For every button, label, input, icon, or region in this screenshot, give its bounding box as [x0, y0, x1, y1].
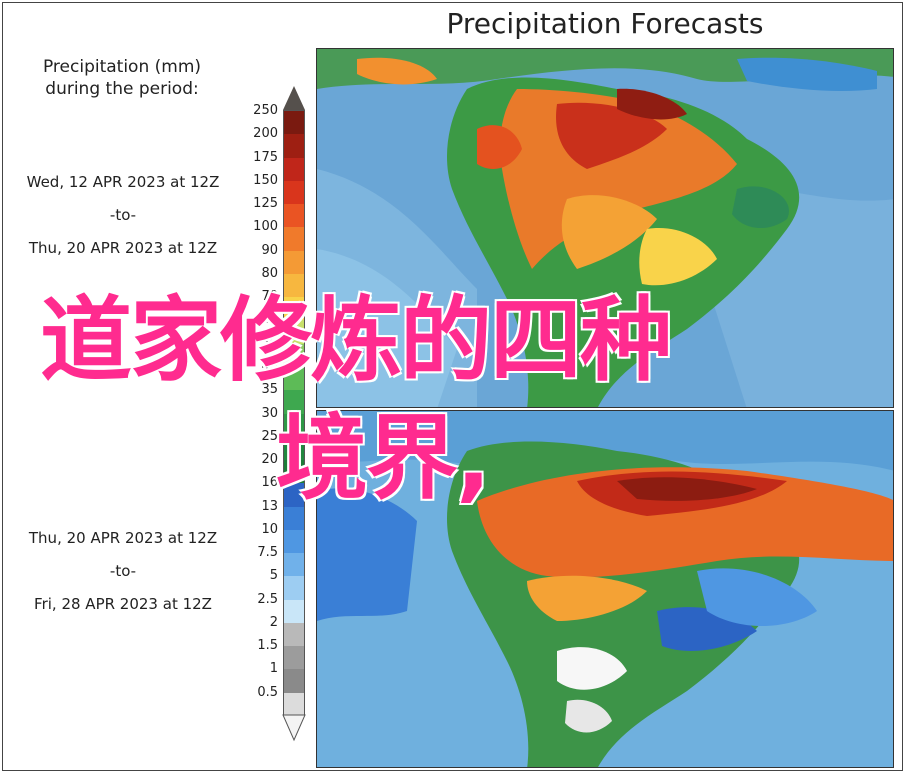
colorbar-band — [284, 250, 304, 275]
colorbar-band — [284, 692, 304, 717]
period-1-label: Wed, 12 APR 2023 at 12Z -to- Thu, 20 APR… — [4, 166, 242, 265]
colorbar-tick-label: 40 — [261, 358, 278, 374]
colorbar-band — [284, 669, 304, 694]
period-1-end: Thu, 20 APR 2023 at 12Z — [28, 239, 218, 257]
colorbar-band — [284, 483, 304, 508]
overlay-caption: 道家修炼的四种 境界, — [40, 282, 900, 518]
colorbar-band — [284, 343, 304, 368]
colorbar-tick-label: 175 — [253, 149, 278, 165]
colorbar-band — [284, 553, 304, 577]
colorbar-tick-label: 16 — [261, 475, 278, 491]
colorbar-tick-label: 7.5 — [257, 545, 278, 561]
colorbar-band — [284, 436, 304, 461]
colorbar-min-arrow — [282, 714, 306, 742]
colorbar-band — [284, 622, 304, 647]
colorbar-tick-label: 70 — [261, 289, 278, 305]
colorbar-tick-label: 125 — [253, 196, 278, 212]
colorbar-tick-label: 20 — [261, 452, 278, 468]
colorbar-band — [284, 320, 304, 345]
colorbar-band — [284, 227, 304, 252]
overlay-caption-line1: 道家修炼的四种 — [40, 287, 672, 394]
colorbar-tick-label: 90 — [261, 242, 278, 258]
colorbar-band — [284, 366, 304, 391]
legend-title-line1: Precipitation (mm) — [42, 57, 202, 77]
colorbar-max-arrow — [283, 86, 305, 110]
colorbar-tick-label: 150 — [253, 172, 278, 188]
colorbar-band — [284, 273, 304, 298]
colorbar-tick-label: 100 — [253, 219, 278, 235]
colorbar-tick-label: 50 — [261, 335, 278, 351]
colorbar-tick-label: 0.5 — [257, 684, 278, 700]
overlay-caption-line2: 境界, — [276, 405, 491, 512]
colorbar-tick-label: 250 — [253, 103, 278, 118]
colorbar-band — [284, 576, 304, 601]
legend-title: Precipitation (mm) during the period: — [6, 56, 238, 100]
colorbar-tick-label: 2.5 — [257, 591, 278, 607]
colorbar-tick-label: 25 — [261, 428, 278, 444]
colorbar-band — [284, 599, 304, 624]
colorbar-band — [284, 646, 304, 670]
colorbar-band — [284, 297, 304, 321]
colorbar-band — [284, 506, 304, 531]
forecast-map-period-2 — [316, 410, 894, 768]
forecast-map-period-1 — [316, 48, 894, 408]
colorbar-tick-label: 200 — [253, 126, 278, 142]
figure-title: Precipitation Forecasts — [446, 7, 764, 40]
colorbar-band — [284, 111, 304, 135]
colorbar-band — [284, 134, 304, 159]
period-2-start: Thu, 20 APR 2023 at 12Z — [28, 529, 218, 547]
colorbar-tick-label: 80 — [261, 265, 278, 281]
legend-title-line2: during the period: — [45, 79, 199, 99]
period-1-start: Wed, 12 APR 2023 at 12Z — [26, 173, 220, 191]
period-2-separator: -to- — [109, 562, 137, 580]
colorbar-band — [284, 157, 304, 182]
colorbar-tick-label: 5 — [269, 568, 278, 584]
colorbar — [283, 110, 305, 717]
colorbar-tick-label: 1 — [269, 661, 278, 677]
period-2-end: Fri, 28 APR 2023 at 12Z — [34, 595, 212, 613]
period-1-separator: -to- — [109, 206, 137, 224]
colorbar-tick-label: 13 — [261, 498, 278, 514]
colorbar-band — [284, 180, 304, 205]
colorbar-tick-label: 30 — [261, 405, 278, 421]
colorbar-tick-label: 60 — [261, 312, 278, 328]
colorbar-tick-label: 1.5 — [257, 638, 278, 654]
colorbar-band — [284, 413, 304, 438]
colorbar-band — [284, 460, 304, 484]
colorbar-tick-label: 35 — [261, 382, 278, 398]
colorbar-band — [284, 390, 304, 414]
colorbar-tick-label: 2 — [269, 614, 278, 630]
colorbar-band — [284, 529, 304, 554]
colorbar-band — [284, 204, 304, 228]
map-1-render — [317, 49, 893, 407]
map-2-render — [317, 411, 893, 767]
period-2-label: Thu, 20 APR 2023 at 12Z -to- Fri, 28 APR… — [4, 522, 242, 621]
colorbar-tick-label: 10 — [261, 521, 278, 537]
